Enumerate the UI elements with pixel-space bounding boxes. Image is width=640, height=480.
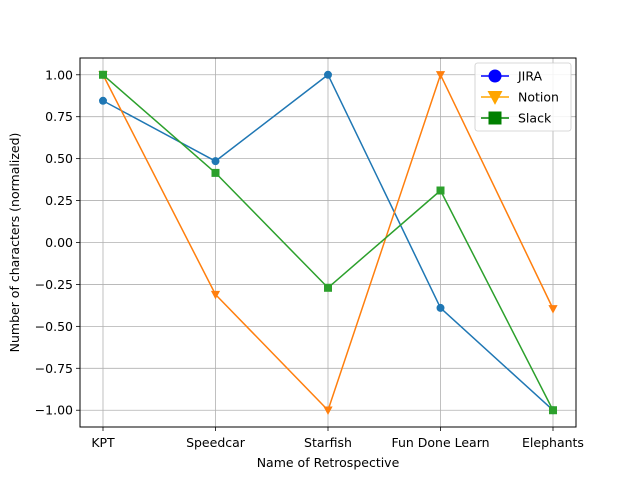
jira-point bbox=[324, 70, 332, 79]
legend-label: Slack bbox=[518, 111, 552, 126]
legend-label: JIRA bbox=[517, 69, 543, 84]
slack-point bbox=[324, 283, 332, 292]
x-tick-label: Speedcar bbox=[186, 435, 246, 450]
notion-point bbox=[435, 71, 446, 80]
x-tick-label: Fun Done Learn bbox=[391, 435, 489, 450]
slack-point bbox=[211, 168, 220, 177]
y-axis-label: Number of characters (normalized) bbox=[7, 133, 22, 353]
legend-marker bbox=[487, 91, 503, 105]
y-tick-label: 0.25 bbox=[45, 193, 73, 208]
notion-point bbox=[323, 406, 333, 416]
series-layer bbox=[98, 70, 558, 416]
x-tick-label: Elephants bbox=[522, 435, 584, 450]
jira-point bbox=[436, 303, 445, 312]
jira-point bbox=[211, 157, 220, 166]
y-tick-label: 0.50 bbox=[45, 151, 73, 166]
x-axis-label: Name of Retrospective bbox=[257, 455, 400, 470]
jira-point bbox=[99, 96, 107, 105]
y-tick-label: 0.75 bbox=[45, 109, 73, 124]
x-tick-label: Starfish bbox=[304, 435, 352, 450]
notion-point bbox=[548, 305, 558, 314]
legend-marker bbox=[488, 69, 502, 83]
legend-entry-slack: Slack bbox=[481, 111, 552, 126]
legend-label: Notion bbox=[518, 90, 559, 105]
y-tick-label: 0.00 bbox=[45, 235, 73, 250]
legend-marker bbox=[488, 111, 502, 125]
slack-point bbox=[99, 70, 107, 79]
legend-entry-notion: Notion bbox=[481, 90, 559, 105]
series-notion bbox=[98, 71, 558, 416]
y-tick-label: −0.50 bbox=[35, 319, 73, 334]
slack-point bbox=[549, 406, 557, 415]
x-axis: KPT Speedcar Starfish Fun Done Learn Elephan… bbox=[91, 427, 584, 450]
series-slack bbox=[99, 70, 557, 415]
notion-point bbox=[210, 290, 221, 300]
y-axis: −1.00 −0.75 −0.50 −0.25 0.00 0.25 0.50 0.75 1.00 bbox=[35, 67, 80, 418]
y-tick-label: −1.00 bbox=[35, 403, 73, 418]
legend: JIRA Notion Slack bbox=[474, 62, 572, 132]
legend-entry-jira: JIRA bbox=[481, 69, 543, 84]
x-tick-label: KPT bbox=[91, 435, 115, 450]
y-tick-label: −0.25 bbox=[35, 277, 73, 292]
slack-point bbox=[436, 186, 445, 195]
y-tick-label: 1.00 bbox=[45, 67, 73, 82]
y-tick-label: −0.75 bbox=[35, 361, 73, 376]
